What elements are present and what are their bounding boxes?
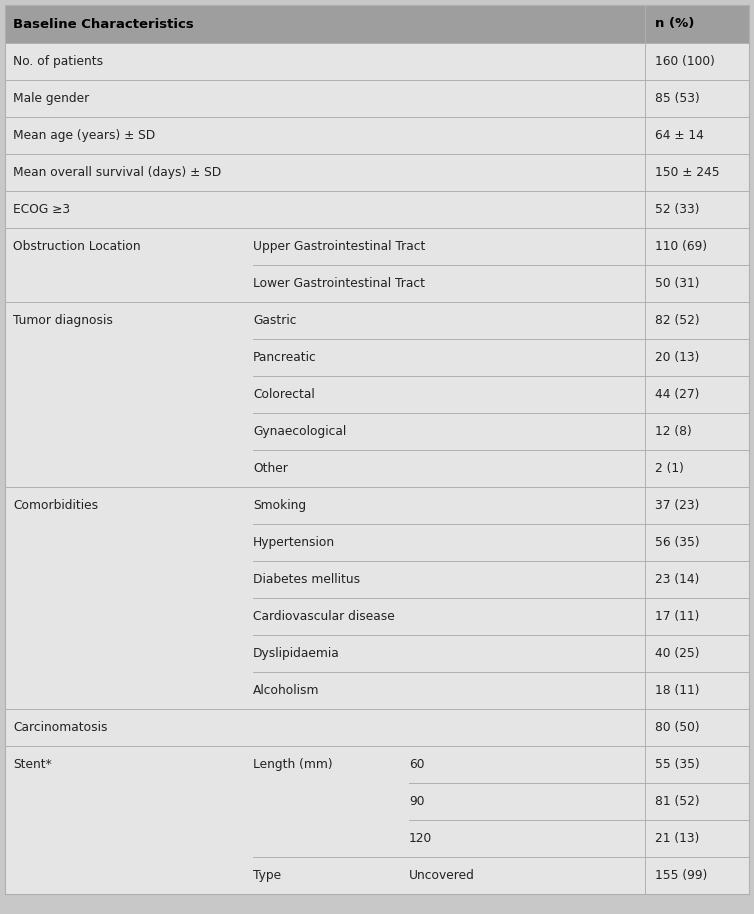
Text: Obstruction Location: Obstruction Location — [13, 240, 141, 253]
Text: Uncovered: Uncovered — [409, 869, 475, 882]
Text: Hypertension: Hypertension — [253, 536, 335, 549]
Text: Comorbidities: Comorbidities — [13, 499, 98, 512]
Text: 37 (23): 37 (23) — [655, 499, 700, 512]
Text: 85 (53): 85 (53) — [655, 92, 700, 105]
Text: 160 (100): 160 (100) — [655, 55, 715, 68]
Text: Upper Gastrointestinal Tract: Upper Gastrointestinal Tract — [253, 240, 425, 253]
Text: 150 ± 245: 150 ± 245 — [655, 166, 719, 179]
Text: Other: Other — [253, 462, 288, 475]
Text: Cardiovascular disease: Cardiovascular disease — [253, 610, 395, 623]
Text: Dyslipidaemia: Dyslipidaemia — [253, 647, 340, 660]
Text: 120: 120 — [409, 832, 432, 845]
Text: Stent*: Stent* — [13, 758, 52, 771]
Text: 2 (1): 2 (1) — [655, 462, 684, 475]
Text: Carcinomatosis: Carcinomatosis — [13, 721, 108, 734]
Text: 56 (35): 56 (35) — [655, 536, 700, 549]
Text: 21 (13): 21 (13) — [655, 832, 700, 845]
Text: Alcoholism: Alcoholism — [253, 684, 320, 697]
Text: 55 (35): 55 (35) — [655, 758, 700, 771]
Text: Pancreatic: Pancreatic — [253, 351, 317, 364]
Text: 64 ± 14: 64 ± 14 — [655, 129, 704, 142]
Text: Gynaecological: Gynaecological — [253, 425, 346, 438]
Text: Mean overall survival (days) ± SD: Mean overall survival (days) ± SD — [13, 166, 221, 179]
Text: Baseline Characteristics: Baseline Characteristics — [13, 17, 194, 30]
Text: 110 (69): 110 (69) — [655, 240, 707, 253]
Text: Type: Type — [253, 869, 281, 882]
Text: Colorectal: Colorectal — [253, 388, 314, 401]
Text: 80 (50): 80 (50) — [655, 721, 700, 734]
Text: 155 (99): 155 (99) — [655, 869, 707, 882]
Text: 90: 90 — [409, 795, 425, 808]
Text: Lower Gastrointestinal Tract: Lower Gastrointestinal Tract — [253, 277, 425, 290]
Text: Mean age (years) ± SD: Mean age (years) ± SD — [13, 129, 155, 142]
Text: 20 (13): 20 (13) — [655, 351, 700, 364]
Text: 44 (27): 44 (27) — [655, 388, 700, 401]
Text: Smoking: Smoking — [253, 499, 306, 512]
Text: 17 (11): 17 (11) — [655, 610, 700, 623]
Text: No. of patients: No. of patients — [13, 55, 103, 68]
Text: 81 (52): 81 (52) — [655, 795, 700, 808]
Text: Tumor diagnosis: Tumor diagnosis — [13, 314, 113, 327]
Text: 12 (8): 12 (8) — [655, 425, 691, 438]
Text: 40 (25): 40 (25) — [655, 647, 700, 660]
Text: Diabetes mellitus: Diabetes mellitus — [253, 573, 360, 586]
Text: Length (mm): Length (mm) — [253, 758, 333, 771]
Text: Male gender: Male gender — [13, 92, 89, 105]
Text: n (%): n (%) — [655, 17, 694, 30]
Text: 52 (33): 52 (33) — [655, 203, 700, 216]
Text: Gastric: Gastric — [253, 314, 296, 327]
Bar — [5, 5, 749, 43]
Text: 60: 60 — [409, 758, 425, 771]
Text: 23 (14): 23 (14) — [655, 573, 700, 586]
Text: 18 (11): 18 (11) — [655, 684, 700, 697]
Text: 50 (31): 50 (31) — [655, 277, 700, 290]
Text: ECOG ≥3: ECOG ≥3 — [13, 203, 70, 216]
Text: 82 (52): 82 (52) — [655, 314, 700, 327]
